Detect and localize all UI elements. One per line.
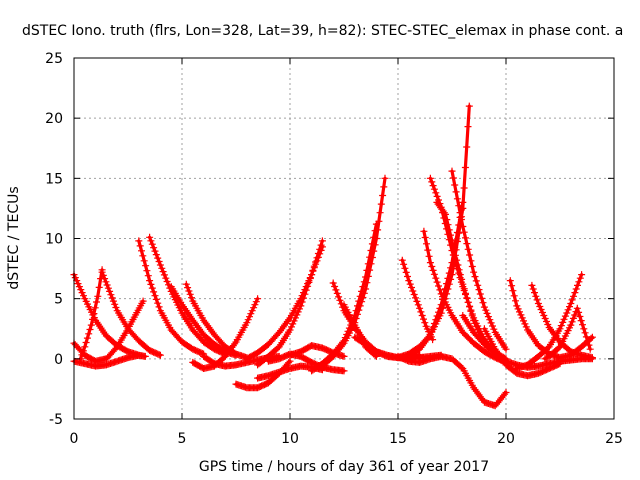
y-tick-label: 25 xyxy=(45,51,63,67)
data-track xyxy=(77,266,106,363)
y-tick-label: 20 xyxy=(45,111,63,127)
data-point-markers xyxy=(398,256,437,344)
data-track-line xyxy=(331,281,422,360)
axis-ticks: 0 5 10 15 20 25 -5 0 5 10 15 20 25 xyxy=(45,51,623,447)
x-tick-label: 10 xyxy=(281,431,299,447)
x-axis-label: GPS time / hours of day 361 of year 2017 xyxy=(199,459,489,475)
data-track xyxy=(98,268,164,359)
data-track xyxy=(491,352,596,371)
y-tick-label: -5 xyxy=(49,412,63,428)
data-point-markers xyxy=(135,237,208,358)
data-point-markers xyxy=(405,198,467,360)
data-point-markers xyxy=(318,174,389,370)
data-track xyxy=(394,352,510,410)
data-track xyxy=(189,295,262,372)
y-axis-label: dSTEC / TECUs xyxy=(6,186,22,289)
data-point-markers xyxy=(254,237,326,369)
data-track xyxy=(254,362,326,382)
data-track xyxy=(448,167,510,353)
x-tick-label: 0 xyxy=(70,431,79,447)
data-point-markers xyxy=(394,352,510,410)
chart-title: dSTEC Iono. truth (flrs, Lon=328, Lat=39… xyxy=(22,23,623,39)
data-track xyxy=(513,271,586,372)
data-track xyxy=(398,256,437,344)
data-point-markers xyxy=(146,233,229,358)
y-tick-label: 5 xyxy=(54,292,63,308)
data-point-markers xyxy=(98,268,164,359)
data-track xyxy=(182,280,251,362)
data-track xyxy=(541,304,594,363)
data-point-markers xyxy=(506,277,596,362)
data-point-markers xyxy=(448,167,510,353)
data-point-markers xyxy=(77,266,106,363)
data-point-markers xyxy=(189,295,262,372)
y-tick-label: 0 xyxy=(54,352,63,368)
data-point-markers xyxy=(528,281,596,362)
y-tick-label: 15 xyxy=(45,171,63,187)
data-point-markers xyxy=(541,304,594,363)
data-point-markers xyxy=(182,280,251,362)
data-track xyxy=(318,174,389,370)
x-tick-label: 15 xyxy=(389,431,407,447)
data-track xyxy=(254,237,326,369)
data-track xyxy=(433,198,488,348)
x-tick-label: 25 xyxy=(605,431,623,447)
data-point-markers xyxy=(513,271,586,372)
x-tick-label: 5 xyxy=(178,431,187,447)
data-track xyxy=(506,277,596,362)
y-tick-label: 10 xyxy=(45,232,63,248)
data-track xyxy=(146,233,229,358)
data-track xyxy=(135,237,208,358)
data-points xyxy=(70,102,596,410)
data-point-markers xyxy=(433,198,488,348)
x-tick-label: 20 xyxy=(497,431,515,447)
